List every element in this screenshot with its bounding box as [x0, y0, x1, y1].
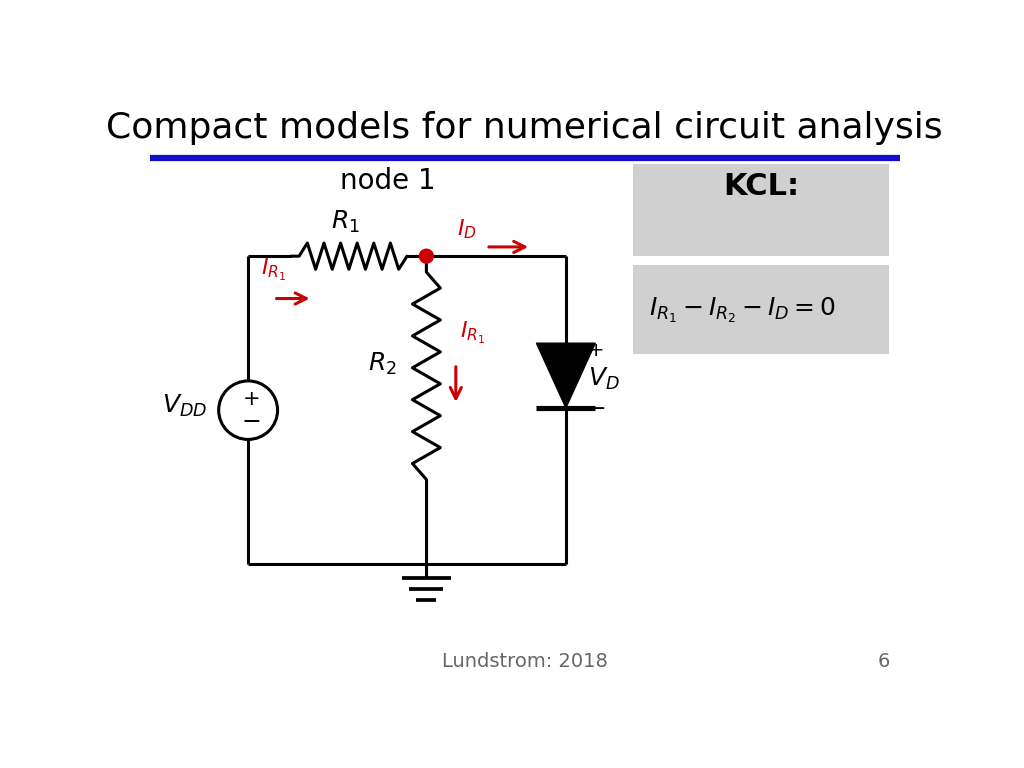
Text: $R_2$: $R_2$ — [369, 351, 397, 377]
Text: $I_{R_1} - I_{R_2} - I_D = 0$: $I_{R_1} - I_{R_2} - I_D = 0$ — [649, 296, 836, 325]
Text: KCL:: KCL: — [723, 172, 800, 201]
Text: Lundstrom: 2018: Lundstrom: 2018 — [442, 653, 607, 671]
Text: $I_{R_1}$: $I_{R_1}$ — [261, 257, 287, 283]
Text: 6: 6 — [878, 653, 890, 671]
Text: node 1: node 1 — [340, 167, 435, 196]
Circle shape — [420, 250, 433, 263]
Polygon shape — [537, 343, 595, 408]
Text: $V_D$: $V_D$ — [588, 366, 620, 392]
Bar — [633, 266, 889, 354]
Text: −: − — [588, 399, 606, 419]
Bar — [633, 164, 889, 257]
Text: +: + — [588, 342, 604, 360]
Text: Compact models for numerical circuit analysis: Compact models for numerical circuit ana… — [106, 111, 943, 144]
Text: +: + — [243, 389, 260, 409]
Text: $V_{DD}$: $V_{DD}$ — [162, 393, 207, 419]
Text: $R_1$: $R_1$ — [331, 208, 359, 234]
Text: $I_{R_1}$: $I_{R_1}$ — [461, 320, 485, 346]
Text: −: − — [242, 409, 261, 434]
Text: $I_D$: $I_D$ — [458, 217, 477, 241]
